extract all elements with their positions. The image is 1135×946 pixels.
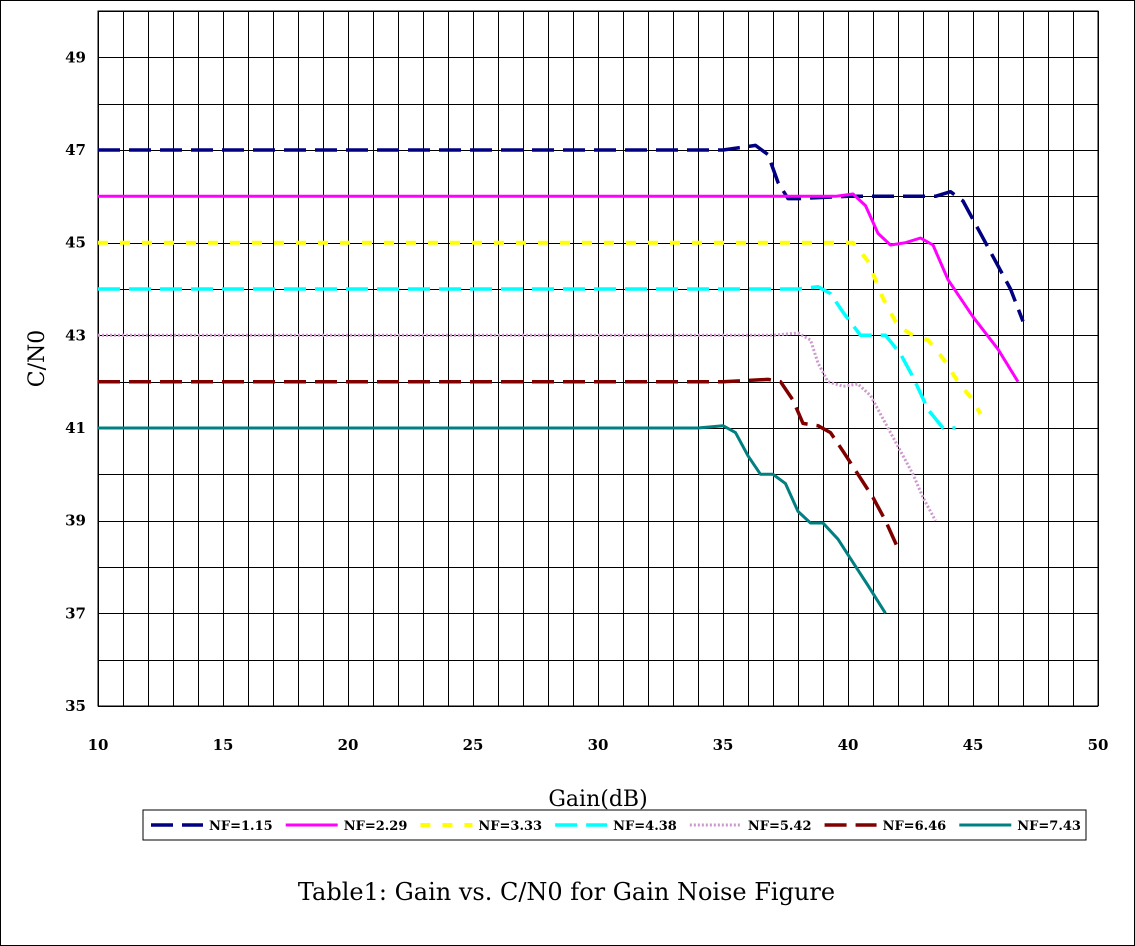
y-tick-label: 43 bbox=[65, 326, 86, 344]
x-tick-label: 50 bbox=[1088, 736, 1109, 754]
series-line bbox=[98, 240, 983, 416]
y-axis-title: C/N0 bbox=[25, 330, 50, 388]
y-tick-label: 39 bbox=[65, 512, 86, 530]
x-tick-label: 25 bbox=[463, 736, 484, 754]
series-line bbox=[98, 424, 887, 615]
y-tick-label: 49 bbox=[65, 48, 86, 66]
series-line bbox=[98, 331, 937, 522]
series-line bbox=[98, 284, 956, 430]
legend-label: NF=2.29 bbox=[344, 819, 408, 834]
y-tick-label: 37 bbox=[65, 604, 86, 622]
legend-label: NF=5.42 bbox=[748, 819, 812, 834]
series-line bbox=[98, 192, 1020, 383]
x-tick-label: 10 bbox=[88, 736, 109, 754]
x-tick-label: 40 bbox=[838, 736, 859, 754]
x-tick-label: 15 bbox=[213, 736, 234, 754]
line-chart: 10 15 20 25 30 35 40 45 50 35 37 39 41 43 45 47 49 Gain(d… bbox=[25, 10, 1109, 841]
y-tick-label: 47 bbox=[65, 141, 86, 159]
series-line bbox=[98, 377, 900, 550]
y-tick-label: 35 bbox=[65, 697, 86, 715]
x-tick-label: 45 bbox=[963, 736, 984, 754]
x-tick-label: 35 bbox=[713, 736, 734, 754]
legend-label: NF=7.43 bbox=[1017, 819, 1081, 834]
x-axis-title: Gain(dB) bbox=[548, 787, 647, 812]
x-tick-label: 20 bbox=[338, 736, 359, 754]
legend-label: NF=4.38 bbox=[613, 819, 677, 834]
y-tick-label: 41 bbox=[65, 419, 86, 437]
legend-label: NF=6.46 bbox=[883, 819, 947, 834]
legend-label: NF=1.15 bbox=[209, 819, 273, 834]
y-tick-label: 45 bbox=[65, 234, 86, 252]
chart-caption: Table1: Gain vs. C/N0 for Gain Noise Fig… bbox=[297, 878, 836, 906]
legend-label: NF=3.33 bbox=[478, 819, 542, 834]
x-tick-label: 30 bbox=[588, 736, 609, 754]
